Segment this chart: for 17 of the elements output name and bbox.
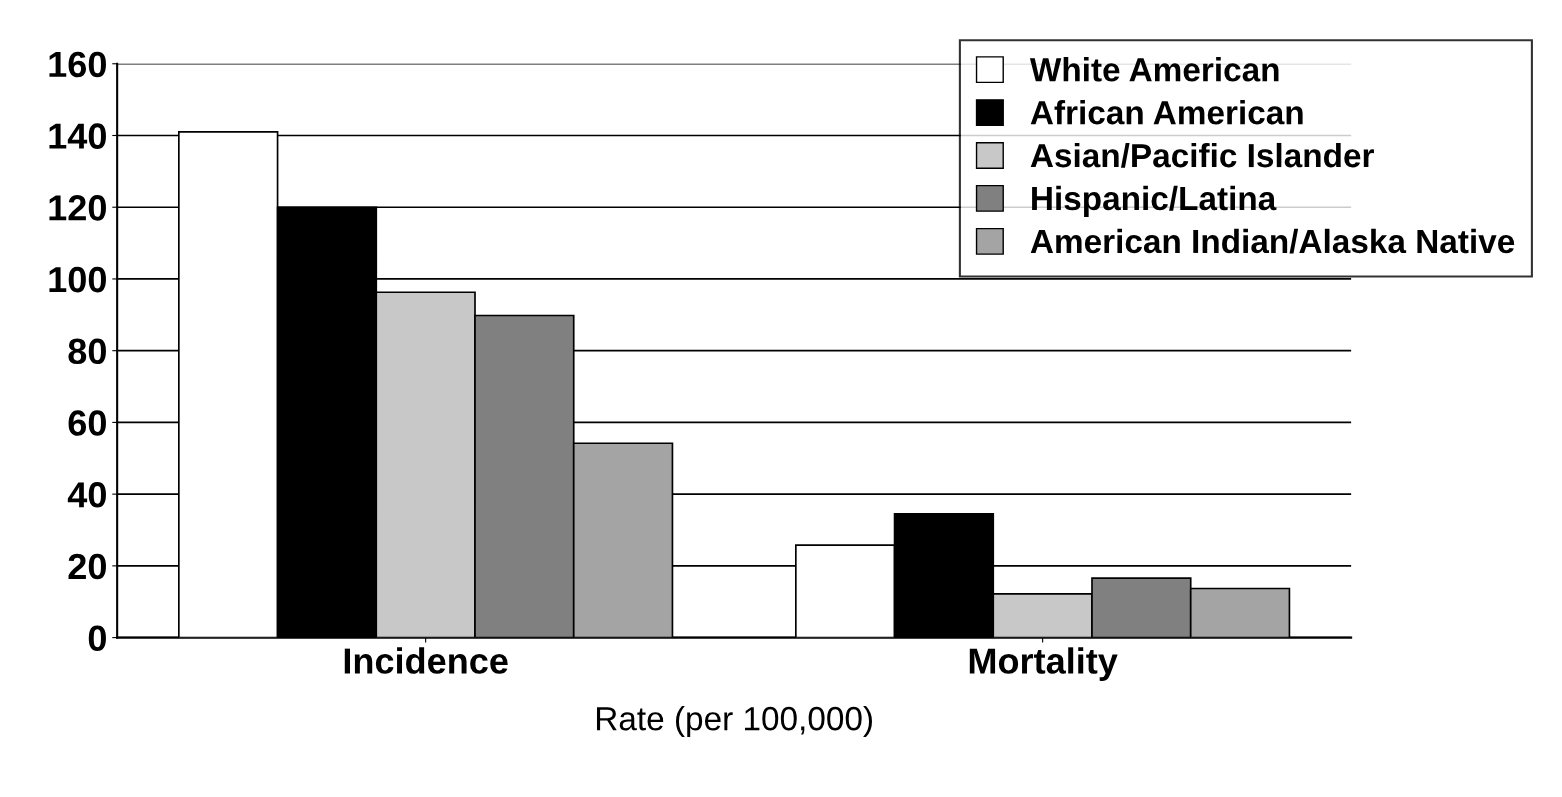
x-axis-title: Rate (per 100,000) bbox=[596, 705, 872, 738]
y-tick-label: 160 bbox=[49, 51, 106, 78]
y-tick-label: 100 bbox=[49, 266, 106, 293]
y-tick-label: 60 bbox=[68, 410, 106, 436]
legend-label: African American bbox=[1030, 100, 1303, 125]
x-tick-label: Incidence bbox=[344, 647, 508, 674]
x-tick-label: Mortality bbox=[969, 647, 1118, 681]
y-tick-label: 20 bbox=[68, 553, 106, 580]
y-tick-label: 40 bbox=[67, 482, 106, 508]
legend-label: White American bbox=[1029, 57, 1279, 82]
y-tick-label: 80 bbox=[68, 338, 106, 365]
y-tick-label: 0 bbox=[88, 625, 106, 652]
legend-label: Hispanic/Latina bbox=[1032, 185, 1277, 217]
legend-label: American Indian/Alaska Native bbox=[1030, 228, 1515, 254]
legend-label: Asian/Pacific Islander bbox=[1030, 142, 1374, 168]
y-tick-label: 140 bbox=[49, 123, 106, 149]
y-tick-label: 120 bbox=[49, 195, 106, 221]
